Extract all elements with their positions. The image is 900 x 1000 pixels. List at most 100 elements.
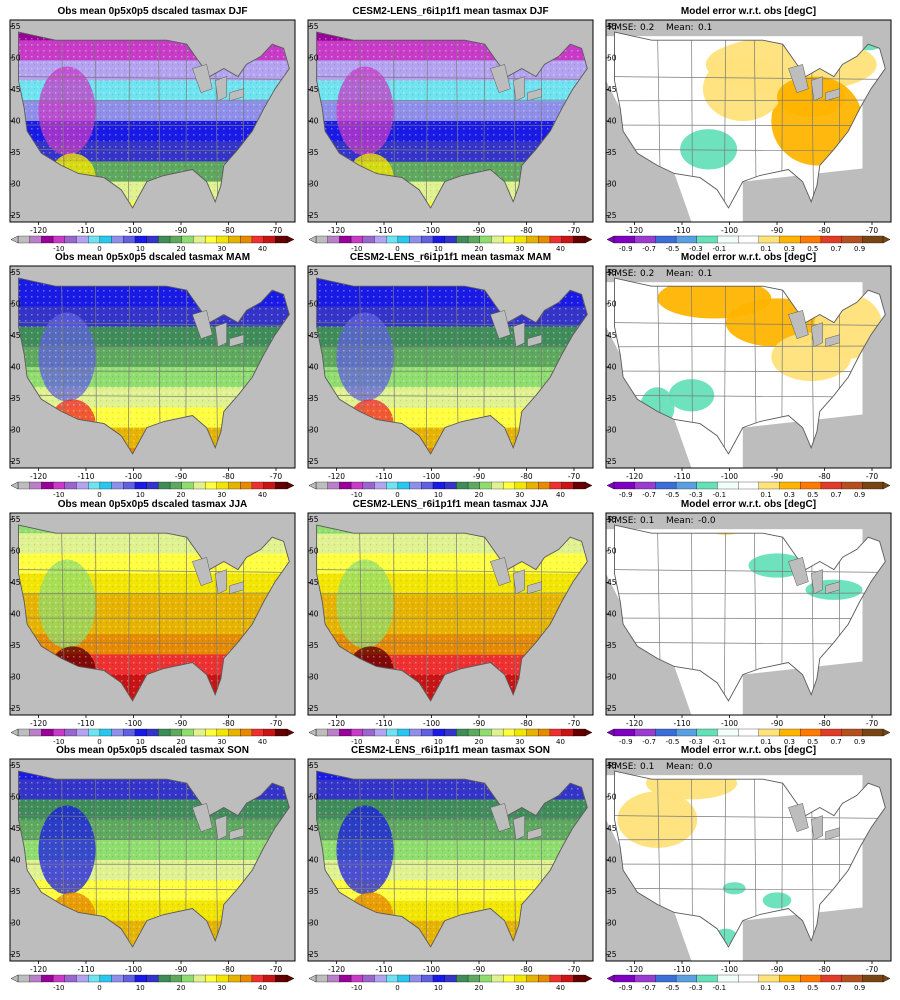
colorbar-swatch (169, 728, 183, 737)
lon-tick-label: -120 (328, 965, 345, 974)
colorbar-swatch (696, 481, 718, 490)
colorbar-label: 0.3 (784, 245, 795, 253)
lat-tick-label: 50 (309, 299, 319, 308)
lat-tick-label: 55 (607, 22, 617, 31)
colorbar-swatch (444, 974, 457, 983)
colorbar-label: -0.3 (689, 738, 703, 746)
colorbar-swatch (386, 974, 399, 983)
colorbar-swatch (841, 235, 863, 244)
colorbar-swatch (111, 481, 124, 490)
colorbar-label: 0 (395, 984, 399, 992)
lon-tick-label: -120 (30, 719, 47, 728)
great-lake (825, 581, 840, 595)
colorbar-swatch (421, 481, 434, 490)
lon-tick-label: -80 (222, 719, 234, 728)
colorbar-swatch (573, 974, 586, 983)
colorbar: -10 0 10 20 30 40 (308, 481, 593, 499)
colorbar-swatch (561, 974, 574, 983)
colorbar-swatch (397, 974, 411, 983)
lon-tick-label: -80 (520, 965, 532, 974)
boundary-line (18, 569, 290, 573)
colorbar-swatch (479, 974, 492, 983)
pacific (606, 326, 692, 468)
mean-value: -0.0 (698, 516, 716, 526)
lat-tick-label: 55 (607, 515, 617, 524)
colorbar-swatch (526, 728, 539, 737)
lon-tick-label: -90 (473, 472, 485, 481)
boundary-line (614, 592, 886, 595)
boundary-line (127, 525, 131, 701)
lon-tick-label: -120 (328, 472, 345, 481)
colorbar-swatch (263, 481, 276, 490)
colorbar-swatch (432, 481, 446, 490)
colorbar-label: 20 (177, 491, 186, 499)
colorbar-label: 20 (475, 245, 484, 253)
lat-tick-label: 25 (309, 457, 319, 466)
colorbar-label: 30 (217, 984, 226, 992)
colorbar-arrow-high (286, 481, 295, 490)
colorbar-swatch (88, 974, 101, 983)
panel-err-jja: Model error w.r.t. obs [degC] RMSE: 0.1 Mea… (605, 499, 892, 746)
lat-tick-label: 40 (309, 363, 319, 372)
boundary-line (18, 99, 290, 102)
lat-tick-label: 30 (607, 919, 617, 928)
colorbar-label: 0.5 (807, 491, 818, 499)
colorbar-label: -0.9 (619, 245, 633, 253)
boundary-line (614, 863, 886, 865)
colorbar-swatch (88, 235, 101, 244)
lon-tick-label: -70 (568, 719, 580, 728)
great-lake (192, 557, 213, 587)
great-lake (512, 569, 525, 595)
colorbar-swatch (738, 728, 760, 737)
lon-tick-label: -90 (175, 965, 187, 974)
great-lake (214, 76, 227, 102)
lat-tick-label: 55 (309, 268, 319, 277)
lat-tick-label: 45 (11, 331, 21, 340)
colorbar-arrow-high (286, 728, 295, 737)
colorbar-label: 0.1 (760, 491, 771, 499)
lon-tick-label: -90 (175, 226, 187, 235)
colorbar-swatch (41, 728, 54, 737)
lon-tick-label: -100 (423, 226, 440, 235)
lon-tick-label: -110 (77, 719, 94, 728)
panel-obs-jja: Obs mean 0p5x0p5 dscaled tasmax JJA-120-… (9, 499, 296, 746)
colorbar-label: 0 (97, 491, 101, 499)
great-lake (810, 569, 823, 595)
lat-tick-label: 35 (11, 394, 21, 403)
colorbar-label: 0.7 (831, 738, 842, 746)
colorbar-swatch (350, 974, 364, 983)
colorbar-swatch (362, 974, 375, 983)
ocean-north (606, 20, 891, 37)
colorbar-swatch (758, 481, 780, 490)
colorbar-label: 0.9 (854, 738, 865, 746)
panel-err-djf: Model error w.r.t. obs [degC] RMSE: 0.2 Mea… (605, 6, 892, 253)
colorbar-swatch (432, 728, 446, 737)
colorbar-swatch (339, 728, 352, 737)
lon-tick-label: -100 (423, 965, 440, 974)
colorbar-swatch (29, 481, 42, 490)
colorbar-swatch (820, 235, 843, 244)
colorbar-label: 20 (177, 245, 186, 253)
lon-tick-label: -70 (568, 226, 580, 235)
colorbar-swatch (350, 728, 364, 737)
great-lake (825, 88, 840, 102)
colorbar-swatch (263, 974, 276, 983)
boundary-line (18, 124, 290, 126)
colorbar-swatch (538, 481, 551, 490)
panel-title: Obs mean 0p5x0p5 dscaled tasmax SON (56, 745, 249, 756)
lon-tick-label: -120 (626, 719, 643, 728)
colorbar-swatch (479, 235, 492, 244)
colorbar-swatch (421, 974, 434, 983)
lon-tick-label: -110 (375, 719, 392, 728)
colorbar-swatch (99, 974, 113, 983)
great-lake (229, 88, 244, 102)
colorbar-label: 20 (475, 984, 484, 992)
lat-tick-label: 25 (309, 211, 319, 220)
colorbar-label: 40 (556, 738, 565, 746)
lon-tick-label: -120 (30, 965, 47, 974)
rmse-label: RMSE: (608, 23, 636, 33)
colorbar-label: 20 (177, 738, 186, 746)
colorbar-swatch (240, 481, 253, 490)
colorbar-swatch (169, 235, 183, 244)
lat-tick-label: 40 (11, 363, 21, 372)
